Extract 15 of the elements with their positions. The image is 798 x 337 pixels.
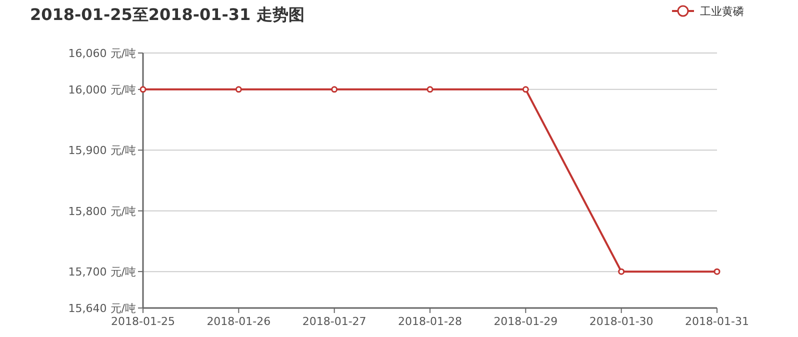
y-tick-label: 16,060 元/吨	[68, 47, 136, 60]
y-tick-label: 15,800 元/吨	[68, 204, 136, 218]
x-tick-label: 2018-01-29	[494, 315, 558, 328]
y-tick-label: 16,000 元/吨	[68, 83, 136, 96]
x-tick-label: 2018-01-30	[589, 315, 654, 328]
x-tick-label: 2018-01-28	[398, 315, 462, 328]
x-tick-label: 2018-01-25	[111, 315, 175, 328]
x-tick-label: 2018-01-31	[685, 315, 749, 328]
y-tick-label: 15,640 元/吨	[68, 302, 136, 315]
x-tick-label: 2018-01-27	[302, 315, 366, 328]
x-tick-label: 2018-01-26	[206, 315, 271, 328]
y-tick-label: 15,900 元/吨	[68, 144, 136, 158]
y-tick-label: 15,700 元/吨	[68, 266, 136, 279]
legend-label: 工业黄磷	[700, 5, 744, 18]
chart-title: 2018-01-25至2018-01-31 走势图	[30, 5, 304, 24]
